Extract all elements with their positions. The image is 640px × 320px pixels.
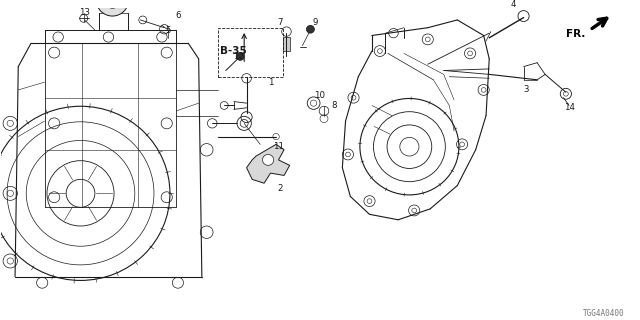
Text: TGG4A0400: TGG4A0400 (583, 308, 625, 317)
Text: 6: 6 (175, 11, 180, 20)
Text: 8: 8 (332, 101, 337, 110)
Circle shape (97, 0, 129, 16)
Circle shape (236, 52, 244, 60)
Circle shape (262, 155, 274, 165)
Text: FR.: FR. (566, 29, 585, 39)
Text: 12: 12 (233, 52, 244, 61)
Bar (284, 37, 290, 51)
Text: 11: 11 (273, 142, 284, 151)
Circle shape (307, 25, 314, 33)
Text: 14: 14 (564, 103, 575, 112)
Text: 7: 7 (277, 18, 283, 27)
Text: 13: 13 (79, 8, 90, 17)
Text: 5: 5 (166, 26, 171, 35)
Polygon shape (246, 144, 290, 183)
Text: 1: 1 (268, 78, 273, 87)
Text: 3: 3 (524, 85, 529, 94)
Text: 2: 2 (277, 184, 283, 193)
Text: 10: 10 (314, 91, 326, 100)
Text: 9: 9 (312, 18, 318, 27)
Text: 4: 4 (511, 0, 516, 9)
Text: B-35: B-35 (220, 46, 247, 56)
